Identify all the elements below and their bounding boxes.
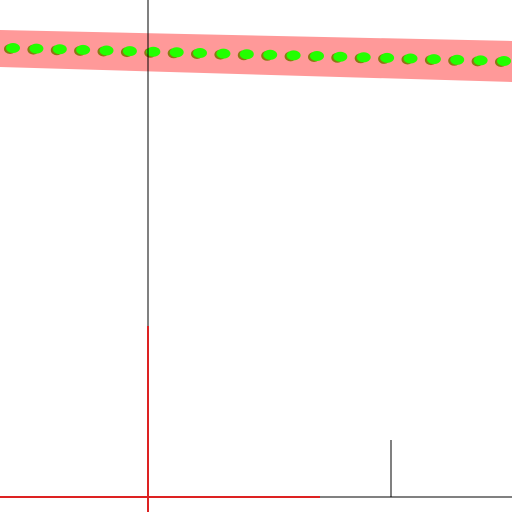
bead: [263, 49, 278, 60]
bead: [239, 49, 254, 60]
bead: [473, 55, 488, 66]
bead: [356, 52, 371, 63]
tube-band: [0, 30, 512, 82]
bead: [310, 51, 324, 61]
bead: [52, 44, 67, 55]
bead: [497, 56, 511, 66]
bead: [426, 54, 441, 65]
bead: [99, 45, 114, 56]
bead: [6, 43, 20, 53]
bead: [286, 50, 301, 61]
bead: [333, 51, 348, 62]
bead: [403, 53, 418, 64]
bead: [29, 43, 44, 54]
origin-crosshair: [0, 326, 320, 512]
bead: [193, 48, 207, 58]
bead: [450, 54, 465, 65]
bead: [146, 46, 161, 57]
bead: [76, 44, 91, 55]
bead: [380, 52, 395, 63]
bead: [122, 46, 137, 57]
bead: [169, 47, 184, 58]
bead-row: [4, 43, 511, 67]
bead: [216, 48, 231, 59]
